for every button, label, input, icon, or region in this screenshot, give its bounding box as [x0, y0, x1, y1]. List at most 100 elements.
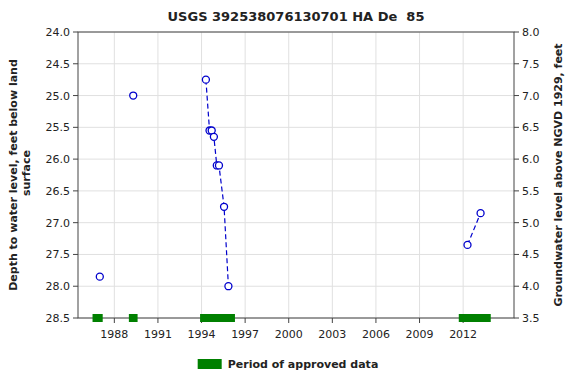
data-point: [96, 273, 103, 280]
y-tick-label: 26.5: [46, 185, 71, 198]
title: USGS 392538076130701 HA De 85: [168, 9, 425, 24]
x-tick: [419, 318, 420, 323]
grid-line-x: [245, 32, 246, 318]
y-tick-label: 25.5: [46, 121, 71, 134]
period-bar: [200, 314, 235, 322]
grid-line-y: [78, 159, 514, 160]
y-axis-label: Depth to water level, feet below land su…: [7, 59, 33, 291]
x-tick: [375, 318, 376, 323]
grid-line-x: [288, 32, 289, 318]
y2-tick-label: 5.5: [522, 185, 540, 198]
y-tick: [73, 254, 78, 255]
x-tick: [245, 318, 246, 323]
x-tick-label: 2003: [318, 328, 346, 341]
x-tick-label: 2012: [449, 328, 477, 341]
plot-frame: [78, 32, 514, 318]
x-tick-label: 1994: [188, 328, 216, 341]
grid-line-y: [78, 63, 514, 64]
grid-line-y: [78, 286, 514, 287]
data-point: [225, 283, 232, 290]
y-tick: [73, 63, 78, 64]
y-tick-label: 27.0: [46, 217, 71, 230]
y-tick-label: 24.0: [46, 26, 71, 39]
x-tick-label: 1988: [100, 328, 128, 341]
y2-tick-label: 4.0: [522, 280, 540, 293]
legend-swatch: [198, 359, 222, 369]
y-tick: [73, 222, 78, 223]
grid-line-y: [78, 190, 514, 191]
grid-line-x: [114, 32, 115, 318]
y2-tick-label: 8.0: [522, 26, 540, 39]
y2-tick: [514, 159, 519, 160]
y2-tick-label: 7.0: [522, 90, 540, 103]
series-line: [206, 80, 481, 287]
y-tick-label: 27.5: [46, 248, 71, 261]
data-point: [215, 162, 222, 169]
y-tick-label: 26.0: [46, 153, 71, 166]
grid-line-x: [463, 32, 464, 318]
y2-axis: 3.5 4.0 4.5 5.0 5.5 6.0 6.5 7.0 7.5 8.0: [514, 26, 540, 325]
y2-tick-label: 7.5: [522, 58, 540, 71]
legend: Period of approved data: [198, 358, 379, 371]
y2-tick: [514, 127, 519, 128]
grid-line-x: [419, 32, 420, 318]
period-bar: [459, 314, 491, 322]
y-axis: 24.0 24.5 25.0 25.5 26.0 26.5 27.0 27.5 28.0 28.5: [46, 26, 79, 325]
y2-tick: [514, 254, 519, 255]
plot-area: [96, 76, 484, 290]
y-tick: [73, 32, 78, 33]
period-bars: [93, 314, 491, 322]
y-tick-label: 25.0: [46, 90, 71, 103]
data-point: [221, 203, 228, 210]
y2-tick: [514, 32, 519, 33]
grid-line-x: [332, 32, 333, 318]
grid-line-x: [201, 32, 202, 318]
y2-tick: [514, 190, 519, 191]
grid-line-y: [78, 127, 514, 128]
y2-tick: [514, 95, 519, 96]
y-tick-label: 28.0: [46, 280, 71, 293]
y-tick-label: 24.5: [46, 58, 71, 71]
x-tick-label: 2006: [362, 328, 390, 341]
x-axis: 198819911994199720002003200620092012: [100, 318, 477, 341]
grid-line-y: [78, 95, 514, 96]
grid-line-y: [78, 254, 514, 255]
x-tick-label: 1991: [144, 328, 172, 341]
x-tick: [332, 318, 333, 323]
y-tick: [73, 127, 78, 128]
x-tick: [157, 318, 158, 323]
grid-line-x: [375, 32, 376, 318]
data-point: [464, 241, 471, 248]
data-point: [210, 133, 217, 140]
x-tick-label: 1997: [231, 328, 259, 341]
grid: [78, 32, 514, 318]
period-bar: [129, 314, 138, 322]
x-tick-label: 2009: [406, 328, 434, 341]
legend-label: Period of approved data: [228, 358, 379, 371]
y-tick-label: 28.5: [46, 312, 71, 325]
y-tick: [73, 286, 78, 287]
x-tick: [114, 318, 115, 323]
data-point: [202, 76, 209, 83]
chart: 19881991199419972000200320062009201224.0…: [0, 0, 576, 384]
y2-tick-label: 6.5: [522, 121, 540, 134]
y2-tick-label: 5.0: [522, 217, 540, 230]
grid-line-x: [157, 32, 158, 318]
y2-tick: [514, 222, 519, 223]
y-tick: [73, 190, 78, 191]
data-point: [130, 92, 137, 99]
y2-tick: [514, 318, 519, 319]
y-tick: [73, 318, 78, 319]
y-tick: [73, 95, 78, 96]
data-point: [477, 210, 484, 217]
grid-line-y: [78, 222, 514, 223]
y2-tick-label: 4.5: [522, 248, 540, 261]
y2-tick: [514, 286, 519, 287]
y2-tick-label: 3.5: [522, 312, 540, 325]
y2-tick: [514, 63, 519, 64]
y-tick: [73, 159, 78, 160]
x-tick: [288, 318, 289, 323]
y2-tick-label: 6.0: [522, 153, 540, 166]
y2-axis-label: Groundwater level above NGVD 1929, feet: [552, 43, 565, 306]
period-bar: [93, 314, 103, 322]
